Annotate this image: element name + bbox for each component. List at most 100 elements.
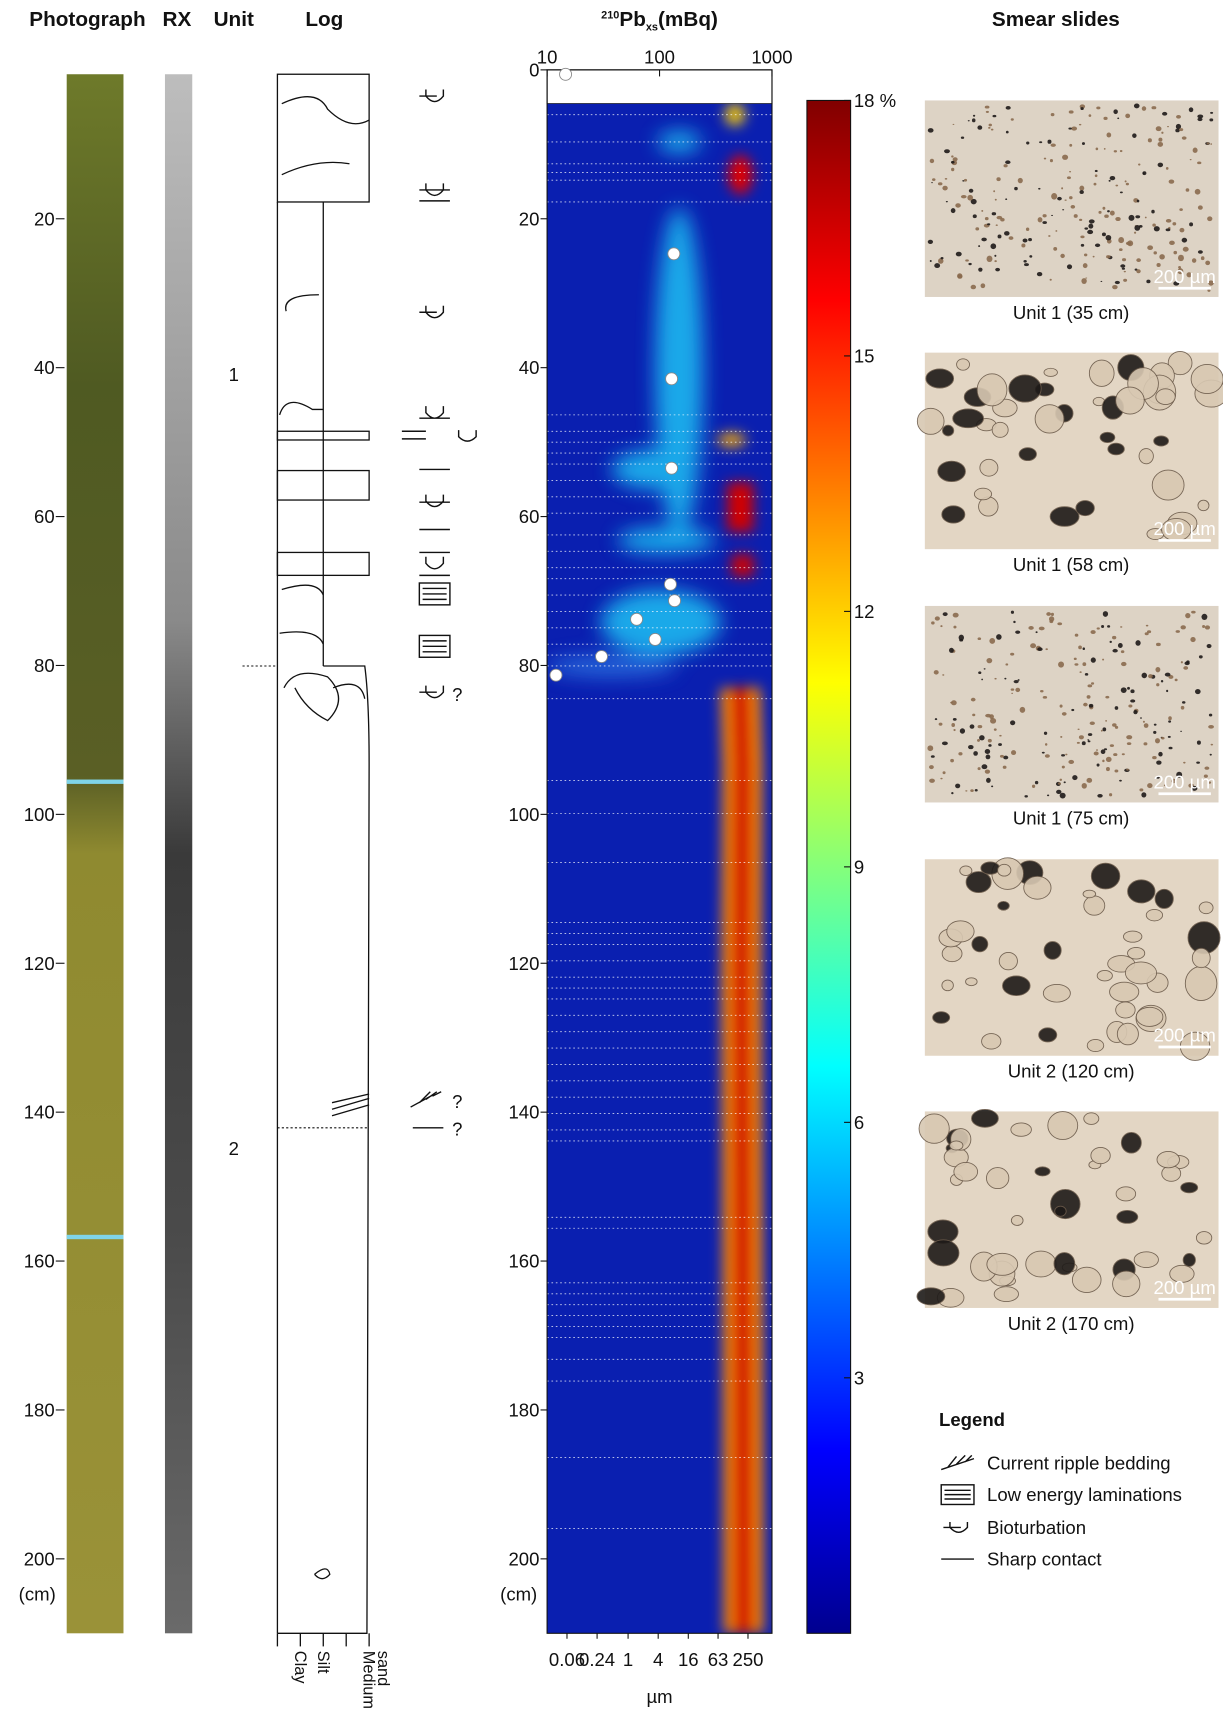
grain bbox=[1040, 689, 1044, 693]
grain bbox=[1105, 720, 1108, 722]
grain bbox=[980, 283, 986, 289]
grain bbox=[927, 128, 934, 133]
grain bbox=[1180, 661, 1183, 664]
grain bbox=[956, 358, 970, 371]
grain bbox=[1093, 751, 1099, 756]
grain bbox=[952, 717, 957, 721]
grain bbox=[1119, 248, 1123, 252]
colorbar-tick-label: 12 bbox=[854, 601, 875, 622]
grain bbox=[951, 723, 956, 727]
y-tick-label: 200 bbox=[508, 1548, 539, 1569]
grain bbox=[1058, 661, 1065, 668]
grain bbox=[1064, 199, 1067, 201]
grain bbox=[993, 728, 997, 731]
legend-item: Low energy laminations bbox=[987, 1484, 1182, 1505]
grain bbox=[942, 424, 955, 437]
grain bbox=[1194, 688, 1201, 695]
grain bbox=[1046, 794, 1050, 797]
grain bbox=[985, 754, 991, 760]
uncertain-mark: ? bbox=[452, 1091, 462, 1112]
structure-symbols bbox=[401, 89, 477, 1129]
grain bbox=[1172, 222, 1177, 226]
grain bbox=[1044, 743, 1048, 746]
grain bbox=[1061, 765, 1065, 769]
grain bbox=[981, 1033, 1002, 1050]
grain bbox=[1135, 1006, 1164, 1027]
grain bbox=[984, 217, 989, 221]
grain bbox=[965, 871, 992, 894]
grain bbox=[1176, 771, 1183, 778]
grain bbox=[1082, 263, 1088, 269]
grain bbox=[1010, 652, 1015, 656]
grain bbox=[1125, 182, 1129, 186]
grain bbox=[1161, 736, 1165, 740]
grain bbox=[1024, 263, 1029, 267]
header: Smear slides bbox=[992, 8, 1120, 31]
grain bbox=[968, 188, 974, 193]
y-tick-label: 120 bbox=[508, 953, 539, 974]
grain bbox=[1145, 624, 1149, 627]
data-point bbox=[665, 461, 679, 475]
grain bbox=[931, 182, 933, 184]
grain bbox=[1057, 196, 1062, 201]
grain bbox=[994, 198, 997, 201]
grain bbox=[1116, 1022, 1139, 1046]
grain bbox=[968, 262, 972, 266]
grain bbox=[1083, 895, 1106, 916]
grain bbox=[995, 224, 998, 226]
grain bbox=[978, 245, 981, 248]
grain bbox=[1121, 267, 1126, 270]
grain bbox=[1003, 755, 1009, 760]
grain bbox=[1038, 187, 1041, 190]
grain bbox=[1049, 278, 1052, 281]
y-tick-label: 80 bbox=[519, 655, 540, 676]
grain bbox=[1191, 785, 1198, 791]
x-tick-label: 0.06 bbox=[549, 1649, 585, 1670]
grain bbox=[1005, 130, 1009, 134]
grain bbox=[1202, 624, 1206, 628]
grain bbox=[1101, 625, 1105, 629]
grain bbox=[1014, 186, 1018, 191]
grain bbox=[941, 979, 954, 992]
grain bbox=[984, 105, 990, 109]
y-tick-label: 20 bbox=[34, 208, 55, 229]
grain bbox=[992, 114, 997, 118]
grain bbox=[1010, 1122, 1032, 1137]
grain bbox=[988, 123, 992, 127]
grain bbox=[1088, 359, 1115, 387]
x-axis-label: µm bbox=[646, 1686, 672, 1707]
grain bbox=[1183, 761, 1186, 764]
grain bbox=[1168, 746, 1173, 750]
grain bbox=[1060, 735, 1063, 738]
grain bbox=[1047, 139, 1052, 144]
grain bbox=[1018, 447, 1037, 462]
grain bbox=[1206, 142, 1210, 145]
grain bbox=[1107, 625, 1111, 628]
grain bbox=[1010, 720, 1016, 726]
grain bbox=[958, 634, 964, 641]
grain bbox=[1053, 1252, 1076, 1276]
grain bbox=[980, 861, 1001, 875]
grain bbox=[1082, 647, 1085, 651]
grain bbox=[1103, 748, 1108, 751]
grain bbox=[1080, 107, 1084, 111]
grain bbox=[981, 764, 988, 770]
grain bbox=[986, 1252, 1019, 1276]
slide-caption: Unit 1 (58 cm) bbox=[1013, 554, 1129, 575]
y-tick-label: 180 bbox=[508, 1400, 539, 1421]
grain bbox=[1136, 258, 1141, 263]
grain bbox=[1023, 259, 1027, 263]
grain bbox=[1100, 749, 1106, 755]
grain bbox=[996, 215, 1003, 220]
grain bbox=[1065, 753, 1068, 756]
uncertain-mark: ? bbox=[452, 1118, 462, 1139]
grain bbox=[1138, 225, 1143, 228]
grain bbox=[1100, 729, 1103, 732]
x-tick-label: 63 bbox=[708, 1649, 729, 1670]
grain bbox=[1158, 751, 1163, 757]
grain bbox=[1141, 672, 1148, 679]
grain bbox=[1084, 673, 1089, 676]
grain bbox=[1091, 682, 1095, 685]
grain bbox=[1105, 766, 1110, 772]
grain bbox=[942, 771, 946, 775]
